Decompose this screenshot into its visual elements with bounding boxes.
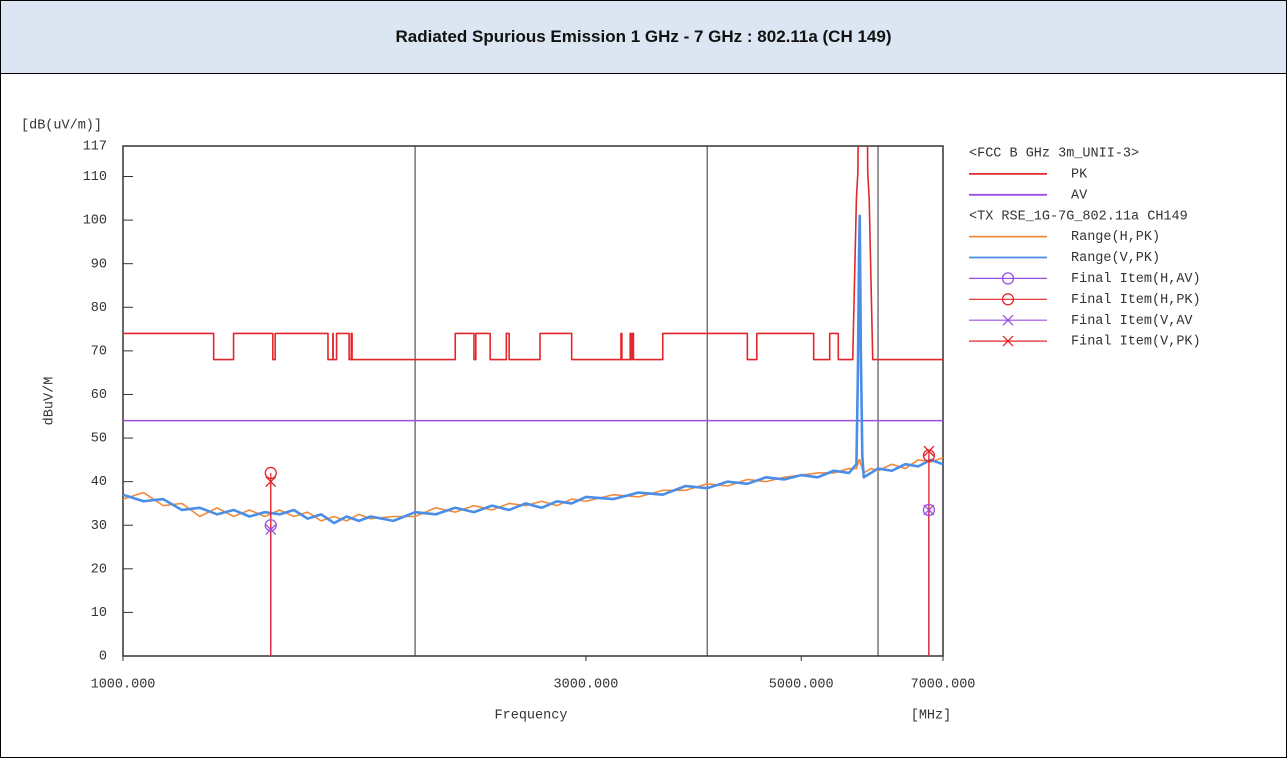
y-tick-label: 0: [99, 650, 107, 665]
legend-label: AV: [1071, 188, 1088, 203]
y-tick-label: 90: [91, 257, 107, 272]
x-unit: [MHz]: [911, 709, 952, 724]
legend-label: PK: [1071, 167, 1088, 182]
marker-circle: [922, 503, 936, 517]
marker-stroke: [923, 445, 935, 457]
series-line: [123, 214, 943, 525]
y-tick-label: 50: [91, 432, 107, 447]
legend-label: Range(H,PK): [1071, 230, 1160, 245]
y-tick-label: 117: [83, 140, 107, 155]
legend-label: Range(V,PK): [1071, 251, 1160, 266]
y-tick-label: 100: [83, 214, 107, 229]
legend-heading: <TX RSE_1G-7G_802.11a CH149: [969, 209, 1188, 224]
y-tick-label: 110: [83, 170, 107, 185]
header: Radiated Spurious Emission 1 GHz - 7 GHz…: [1, 1, 1286, 74]
marker-x: [1002, 314, 1014, 326]
marker-x: [923, 445, 935, 457]
marker-circle: [264, 519, 277, 532]
series-line: [123, 146, 943, 361]
y-tick-label: 20: [91, 562, 107, 577]
y-tick-label: 80: [91, 301, 107, 316]
marker-stroke: [1002, 314, 1014, 326]
y-unit: [dB(uV/m)]: [21, 119, 102, 134]
legend-label: Final Item(H,PK): [1071, 293, 1201, 308]
legend-label: Final Item(H,AV): [1071, 272, 1201, 287]
y-label: dBuV/M: [43, 377, 58, 426]
marker-x: [923, 504, 935, 516]
legend-label: Final Item(V,AV: [1071, 314, 1193, 329]
marker-stroke: [923, 504, 935, 516]
marker-circle: [1001, 272, 1015, 285]
marker-x: [265, 476, 277, 488]
x-tick-label: 1000.000: [91, 678, 156, 693]
marker-x: [265, 524, 277, 536]
plot-frame: [122, 145, 944, 657]
y-tick-label: 30: [91, 519, 107, 534]
y-tick-label: 40: [91, 475, 107, 490]
x-tick-label: 7000.000: [911, 678, 976, 693]
legend-label: Final Item(V,PK): [1071, 335, 1201, 350]
marker-stroke: [265, 524, 277, 536]
x-label: Frequency: [495, 709, 568, 724]
x-tick-label: 5000.000: [769, 678, 834, 693]
marker-circle: [264, 466, 277, 480]
x-tick-label: 3000.000: [554, 678, 619, 693]
marker-x: [1002, 335, 1014, 347]
marker-circle: [922, 449, 936, 462]
marker-stroke: [1002, 335, 1014, 347]
title: Radiated Spurious Emission 1 GHz - 7 GHz…: [395, 27, 892, 46]
series-line: [123, 456, 943, 522]
y-tick-label: 60: [91, 388, 107, 403]
y-tick-label: 10: [91, 606, 107, 621]
y-tick-label: 70: [91, 344, 107, 359]
marker-circle: [1001, 293, 1015, 306]
legend-heading: <FCC B GHz 3m_UNII-3>: [969, 147, 1139, 162]
plot-area: [123, 146, 943, 656]
marker-stroke: [265, 476, 277, 488]
